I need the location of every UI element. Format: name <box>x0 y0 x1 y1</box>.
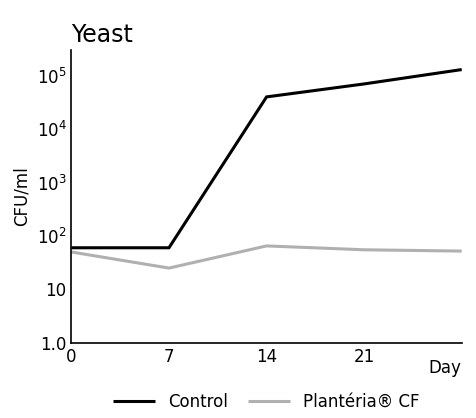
Legend: Control, Plantéria® CF: Control, Plantéria® CF <box>107 386 426 418</box>
Plantéria® CF <box>166 265 172 270</box>
Plantéria® CF <box>361 247 367 252</box>
Y-axis label: CFU/ml: CFU/ml <box>13 167 31 226</box>
Text: Yeast: Yeast <box>71 23 133 47</box>
Control <box>166 245 172 250</box>
Control <box>459 67 465 72</box>
Plantéria® CF <box>459 249 465 254</box>
Line: Plantéria® CF: Plantéria® CF <box>71 246 462 268</box>
Control <box>361 82 367 87</box>
Line: Control: Control <box>71 69 462 248</box>
Control <box>264 94 269 99</box>
Text: Day: Day <box>429 359 462 377</box>
Plantéria® CF <box>264 243 269 248</box>
Plantéria® CF <box>69 250 74 255</box>
Control <box>69 245 74 250</box>
